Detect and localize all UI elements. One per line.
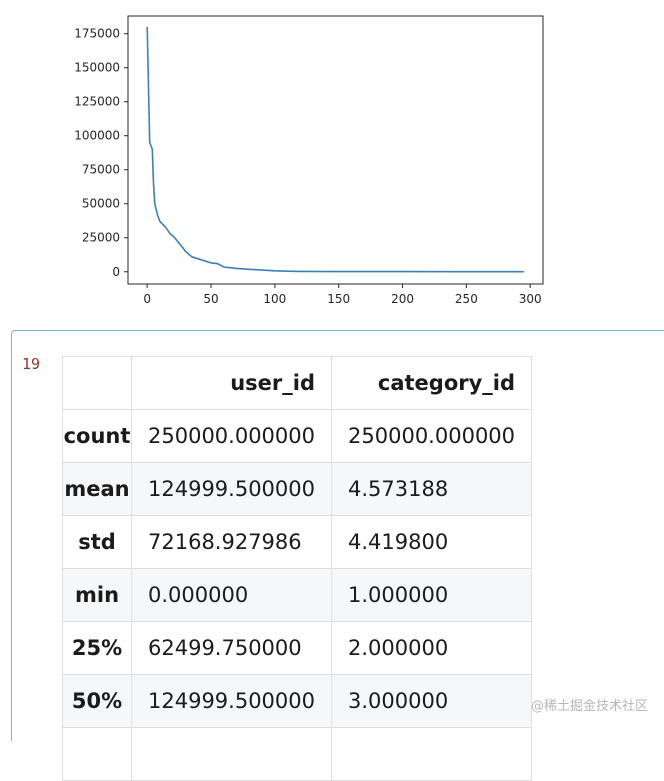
table-row: 50% 124999.500000 3.000000 <box>62 674 533 728</box>
output-cell <box>11 330 664 741</box>
table-cell: 1.000000 <box>331 568 533 622</box>
y-tick-label: 175000 <box>74 27 120 41</box>
y-tick-label: 150000 <box>74 61 120 75</box>
x-tick-label: 0 <box>143 292 151 306</box>
x-tick-label: 50 <box>203 292 218 306</box>
y-tick-label: 0 <box>112 265 120 279</box>
y-tick-label: 100000 <box>74 129 120 143</box>
table-cell <box>331 727 533 781</box>
table-cell: 62499.750000 <box>130 621 333 675</box>
table-cell: 124999.500000 <box>130 462 333 516</box>
table-cell: 72168.927986 <box>130 515 333 569</box>
row-index: 50% <box>62 674 132 728</box>
table-row: 25% 62499.750000 2.000000 <box>62 621 533 675</box>
x-tick-label: 200 <box>391 292 414 306</box>
table-cell: 3.000000 <box>331 674 533 728</box>
table-header-row: user_id category_id <box>62 356 533 410</box>
row-index: mean <box>62 462 132 516</box>
execution-count: 19 <box>22 355 41 373</box>
describe-table: user_id category_id count 250000.000000 … <box>62 356 533 781</box>
column-header-category-id: category_id <box>331 356 533 410</box>
table-cell: 124999.500000 <box>130 674 333 728</box>
y-tick-label: 75000 <box>82 163 120 177</box>
index-header <box>62 356 132 410</box>
x-tick-label: 150 <box>327 292 350 306</box>
table-cell: 4.573188 <box>331 462 533 516</box>
table-row <box>62 727 533 781</box>
table-row: min 0.000000 1.000000 <box>62 568 533 622</box>
plot-frame <box>127 15 544 285</box>
table-row: count 250000.000000 250000.000000 <box>62 409 533 463</box>
line-chart: 0 25000 50000 75000 100000 125000 150000 175000… <box>0 0 664 325</box>
series-line <box>146 26 524 273</box>
table-cell: 2.000000 <box>331 621 533 675</box>
watermark: @稀土掘金技术社区 <box>530 699 648 714</box>
table-cell: 250000.000000 <box>130 409 333 463</box>
x-tick-label: 250 <box>455 292 478 306</box>
row-index <box>62 727 132 781</box>
x-tick-label: 300 <box>519 292 542 306</box>
row-index: count <box>62 409 132 463</box>
row-index: 25% <box>62 621 132 675</box>
row-index: std <box>62 515 132 569</box>
chart-svg: 0 25000 50000 75000 100000 125000 150000 175000… <box>74 15 544 306</box>
row-index: min <box>62 568 132 622</box>
table-cell: 0.000000 <box>130 568 333 622</box>
column-header-user-id: user_id <box>130 356 333 410</box>
y-tick-label: 50000 <box>82 197 120 211</box>
table-cell: 250000.000000 <box>331 409 533 463</box>
table-cell <box>130 727 333 781</box>
table-row: mean 124999.500000 4.573188 <box>62 462 533 516</box>
table-row: std 72168.927986 4.419800 <box>62 515 533 569</box>
x-tick-label: 100 <box>263 292 286 306</box>
y-tick-label: 125000 <box>74 95 120 109</box>
table-cell: 4.419800 <box>331 515 533 569</box>
y-tick-label: 25000 <box>82 231 120 245</box>
